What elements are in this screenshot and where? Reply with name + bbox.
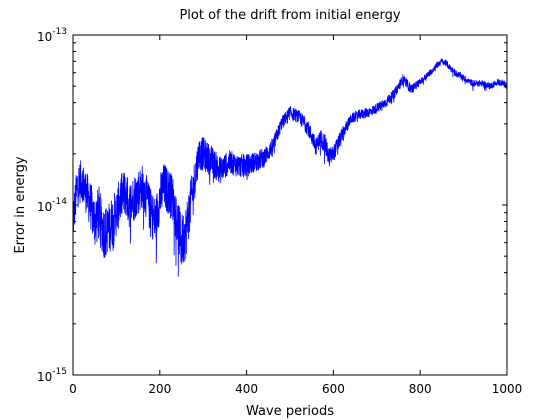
x-axis-label: Wave periods: [246, 404, 334, 419]
series-line-0: [73, 58, 507, 277]
y-tick-label: 10-13: [37, 27, 67, 44]
x-tick-label: 400: [235, 382, 258, 396]
x-tick-label: 200: [148, 382, 171, 396]
x-tick-label: 600: [322, 382, 345, 396]
x-tick-label: 1000: [492, 382, 523, 396]
plot-area: [73, 58, 507, 277]
y-tick-label: 10-15: [37, 367, 67, 384]
chart-title: Plot of the drift from initial energy: [179, 8, 400, 23]
y-tick-base: 10: [37, 30, 52, 44]
y-tick-base: 10: [37, 370, 52, 384]
y-tick-label: 10-14: [37, 197, 67, 214]
x-tick-label: 800: [409, 382, 432, 396]
y-axis-label: Error in energy: [13, 156, 28, 253]
y-tick-exponent: -15: [52, 367, 67, 377]
x-tick-label: 0: [69, 382, 77, 396]
x-axis: 0 200 400 600 800 1000: [69, 35, 522, 396]
y-tick-base: 10: [37, 200, 52, 214]
y-tick-exponent: -13: [52, 27, 67, 37]
y-tick-exponent: -14: [52, 197, 67, 207]
